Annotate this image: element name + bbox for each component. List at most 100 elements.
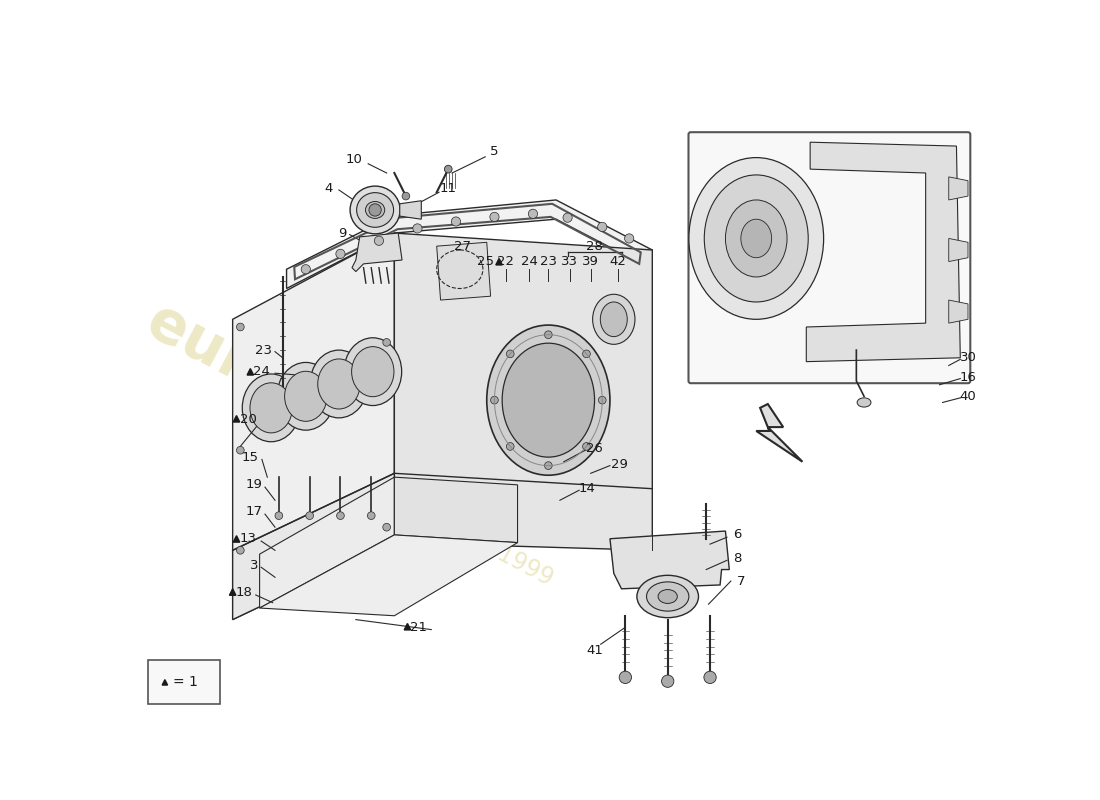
Polygon shape <box>948 177 968 200</box>
Text: 15: 15 <box>242 451 258 464</box>
Circle shape <box>451 217 461 226</box>
Circle shape <box>544 331 552 338</box>
Circle shape <box>374 236 384 246</box>
Circle shape <box>544 462 552 470</box>
Polygon shape <box>233 536 240 542</box>
Polygon shape <box>230 589 235 595</box>
Text: 22: 22 <box>497 255 515 268</box>
Text: 24: 24 <box>253 365 271 378</box>
Circle shape <box>661 675 674 687</box>
Polygon shape <box>260 535 517 616</box>
Text: 13: 13 <box>240 532 256 546</box>
Polygon shape <box>352 233 403 271</box>
Circle shape <box>490 212 499 222</box>
Circle shape <box>583 442 591 450</box>
Text: a passion for parts since 1999: a passion for parts since 1999 <box>231 402 558 590</box>
Ellipse shape <box>356 193 394 227</box>
Text: 24: 24 <box>520 255 538 268</box>
Circle shape <box>506 350 514 358</box>
Ellipse shape <box>242 374 300 442</box>
Text: 23: 23 <box>255 344 272 357</box>
Polygon shape <box>286 200 652 289</box>
Circle shape <box>236 323 244 331</box>
Polygon shape <box>399 201 421 219</box>
Circle shape <box>704 671 716 683</box>
Text: 20: 20 <box>240 413 256 426</box>
Circle shape <box>528 209 538 218</box>
Polygon shape <box>233 474 395 619</box>
Ellipse shape <box>689 158 824 319</box>
Text: 10: 10 <box>345 153 363 166</box>
Circle shape <box>301 265 310 274</box>
Text: 40: 40 <box>959 390 977 403</box>
Circle shape <box>367 512 375 519</box>
Polygon shape <box>437 242 491 300</box>
Polygon shape <box>757 404 803 462</box>
Circle shape <box>412 224 422 233</box>
Text: 18: 18 <box>235 586 253 599</box>
Text: eurocarbparts: eurocarbparts <box>136 292 575 562</box>
Circle shape <box>598 396 606 404</box>
Circle shape <box>506 442 514 450</box>
Text: 17: 17 <box>245 506 263 518</box>
Text: 25: 25 <box>476 255 494 268</box>
Text: 11: 11 <box>440 182 456 195</box>
Ellipse shape <box>344 338 402 406</box>
Ellipse shape <box>365 202 385 218</box>
Circle shape <box>236 446 244 454</box>
Circle shape <box>368 204 382 216</box>
Polygon shape <box>248 369 254 375</box>
Text: 4: 4 <box>324 182 333 195</box>
Text: 6: 6 <box>733 529 741 542</box>
Text: 21: 21 <box>410 621 428 634</box>
Text: 9: 9 <box>338 226 346 239</box>
Text: 19: 19 <box>245 478 263 491</box>
Ellipse shape <box>285 371 327 422</box>
Text: 26: 26 <box>586 442 603 455</box>
Ellipse shape <box>352 346 394 397</box>
Polygon shape <box>233 415 240 422</box>
Polygon shape <box>404 623 410 630</box>
Polygon shape <box>496 258 503 265</box>
Ellipse shape <box>647 582 689 611</box>
Polygon shape <box>233 233 395 619</box>
Circle shape <box>597 222 607 231</box>
Text: 41: 41 <box>586 644 603 657</box>
Ellipse shape <box>637 575 698 618</box>
Polygon shape <box>395 477 517 542</box>
Text: = 1: = 1 <box>173 675 198 689</box>
FancyBboxPatch shape <box>689 132 970 383</box>
Text: 30: 30 <box>959 351 977 364</box>
Ellipse shape <box>250 383 293 433</box>
Text: 42: 42 <box>609 255 626 268</box>
Text: 8: 8 <box>733 551 741 565</box>
Ellipse shape <box>486 325 609 475</box>
Polygon shape <box>948 238 968 262</box>
Text: 14: 14 <box>579 482 595 495</box>
Polygon shape <box>162 680 167 685</box>
Text: 5: 5 <box>491 145 498 158</box>
Circle shape <box>383 338 390 346</box>
Circle shape <box>336 250 345 258</box>
Text: 28: 28 <box>586 240 603 253</box>
Ellipse shape <box>704 175 808 302</box>
Circle shape <box>444 166 452 173</box>
Text: 39: 39 <box>582 255 600 268</box>
Circle shape <box>491 396 498 404</box>
Text: 27: 27 <box>453 240 471 253</box>
Text: 23: 23 <box>540 255 557 268</box>
Text: 16: 16 <box>959 370 977 383</box>
Ellipse shape <box>277 362 334 430</box>
Ellipse shape <box>741 219 772 258</box>
Polygon shape <box>395 233 652 550</box>
Text: 29: 29 <box>610 458 628 470</box>
Ellipse shape <box>593 294 635 344</box>
Ellipse shape <box>857 398 871 407</box>
Circle shape <box>337 512 344 519</box>
Polygon shape <box>948 300 968 323</box>
Circle shape <box>583 350 591 358</box>
Ellipse shape <box>310 350 367 418</box>
Ellipse shape <box>350 186 400 234</box>
Circle shape <box>403 192 410 200</box>
Polygon shape <box>806 142 960 362</box>
